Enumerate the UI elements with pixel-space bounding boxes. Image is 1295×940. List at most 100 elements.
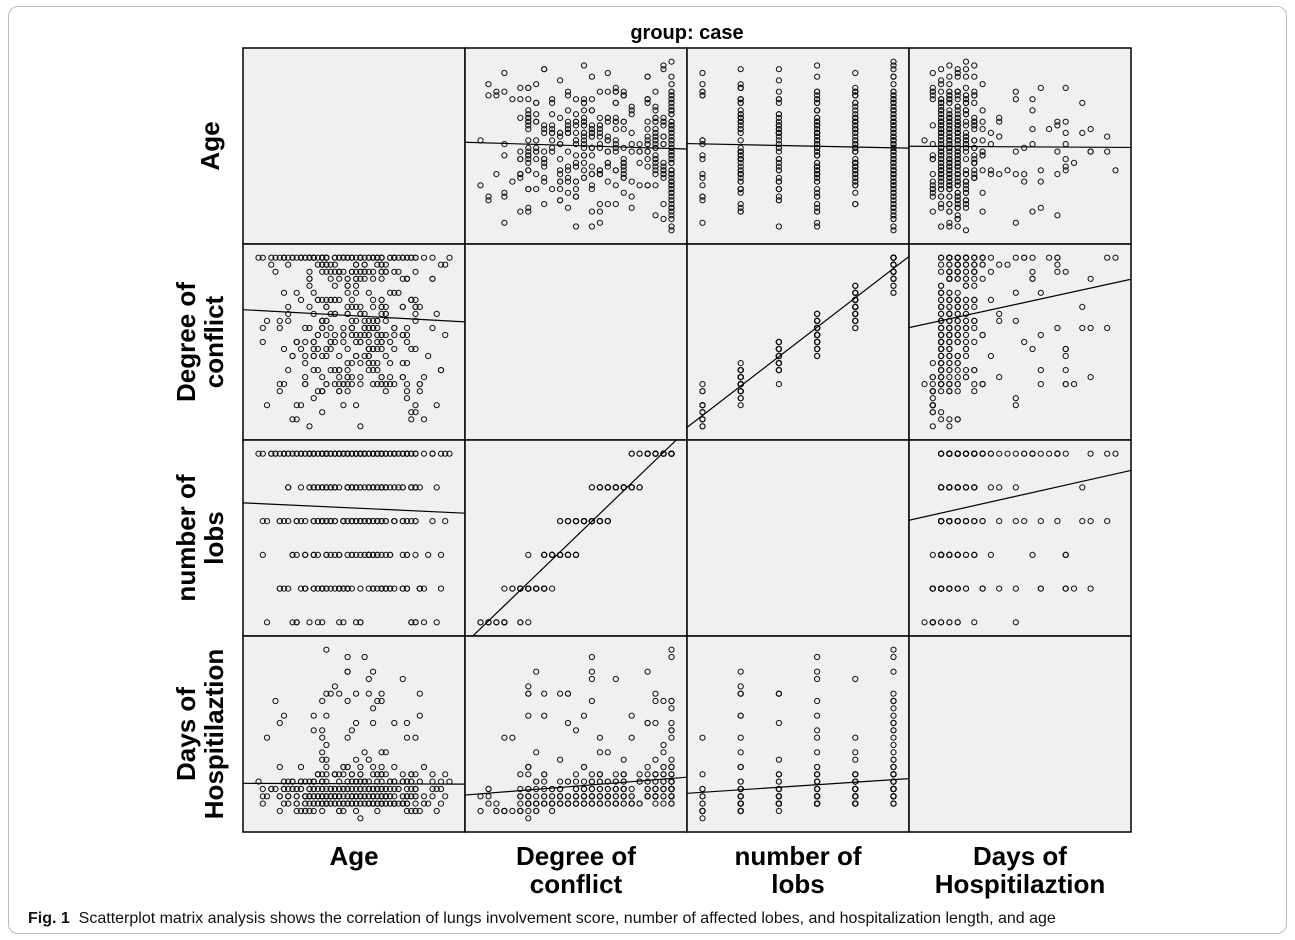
data-point: [962, 518, 970, 525]
data-point: [395, 450, 402, 457]
data-point: [814, 118, 821, 125]
data-point: [382, 381, 389, 388]
data-point: [852, 88, 859, 95]
data-point: [814, 338, 821, 346]
data-point: [938, 81, 945, 88]
data-point: [319, 296, 326, 303]
data-point: [1087, 148, 1094, 155]
data-point: [929, 92, 936, 99]
data-point: [533, 186, 540, 193]
data-point: [668, 193, 675, 200]
data-point: [557, 77, 564, 84]
data-point: [370, 518, 377, 525]
data-point: [938, 261, 945, 268]
data-point: [612, 785, 619, 793]
data-point: [493, 800, 500, 807]
data-point: [737, 388, 744, 395]
data-point: [890, 193, 897, 200]
data-point: [365, 352, 372, 360]
data-point: [954, 178, 961, 185]
data-point: [938, 137, 945, 144]
data-point: [302, 807, 309, 815]
data-point: [378, 800, 385, 807]
data-point: [737, 668, 744, 675]
data-point: [852, 111, 859, 118]
data-point: [416, 381, 423, 388]
data-point: [374, 261, 381, 268]
fit-line: [243, 782, 465, 785]
data-point: [306, 275, 313, 282]
data-point: [1087, 275, 1094, 282]
data-point: [1037, 450, 1044, 457]
data-point: [954, 122, 961, 129]
data-point: [357, 450, 364, 457]
data-point: [971, 484, 978, 491]
data-point: [361, 450, 368, 457]
data-point: [814, 193, 821, 200]
data-point: [336, 484, 343, 491]
data-point: [357, 815, 364, 822]
data-point: [580, 778, 588, 785]
data-point: [327, 793, 334, 800]
data-point: [285, 261, 292, 268]
data-point: [353, 352, 360, 360]
data-point: [541, 178, 548, 185]
data-point: [890, 66, 897, 73]
data-point: [954, 189, 961, 196]
data-point: [344, 345, 351, 353]
data-point: [259, 338, 266, 346]
data-point: [699, 734, 706, 741]
data-point: [437, 551, 445, 559]
data-point: [987, 129, 995, 136]
data-point: [378, 296, 385, 303]
data-point: [660, 163, 667, 170]
data-point: [979, 137, 986, 144]
data-point: [996, 450, 1003, 457]
data-point: [660, 793, 667, 800]
data-point: [302, 360, 309, 367]
data-point: [331, 261, 338, 268]
data-point: [1079, 518, 1086, 525]
fit-line: [909, 145, 1131, 149]
data-point: [954, 92, 961, 99]
data-point: [929, 409, 936, 416]
data-point: [361, 261, 368, 268]
data-point: [517, 771, 524, 778]
data-point: [668, 133, 675, 140]
data-point: [549, 122, 556, 129]
data-point: [699, 81, 706, 88]
data-point: [612, 793, 619, 800]
data-point: [620, 793, 627, 800]
data-point: [319, 585, 326, 592]
data-point: [408, 345, 415, 353]
data-point: [660, 763, 667, 771]
data-point: [668, 126, 675, 133]
data-point: [979, 381, 986, 388]
data-point: [331, 254, 338, 261]
data-point: [946, 484, 953, 491]
data-point: [954, 324, 961, 332]
data-point: [620, 92, 627, 99]
data-point: [612, 778, 619, 785]
data-point: [276, 518, 283, 525]
data-point: [370, 484, 377, 491]
data-point: [549, 129, 556, 136]
data-point: [962, 268, 970, 275]
data-point: [644, 719, 651, 727]
data-point: [1029, 96, 1036, 103]
data-point: [890, 227, 897, 234]
data-point: [564, 126, 572, 133]
data-point: [660, 800, 667, 807]
data-point: [580, 800, 588, 807]
data-point: [365, 345, 372, 353]
data-point: [946, 310, 953, 317]
data-point: [938, 303, 945, 310]
data-point: [604, 163, 611, 170]
data-point: [353, 800, 360, 807]
data-point: [353, 275, 360, 282]
data-point: [1079, 484, 1086, 491]
data-point: [644, 793, 651, 800]
data-point: [297, 763, 305, 771]
data-point: [374, 317, 381, 324]
data-point: [996, 310, 1003, 317]
